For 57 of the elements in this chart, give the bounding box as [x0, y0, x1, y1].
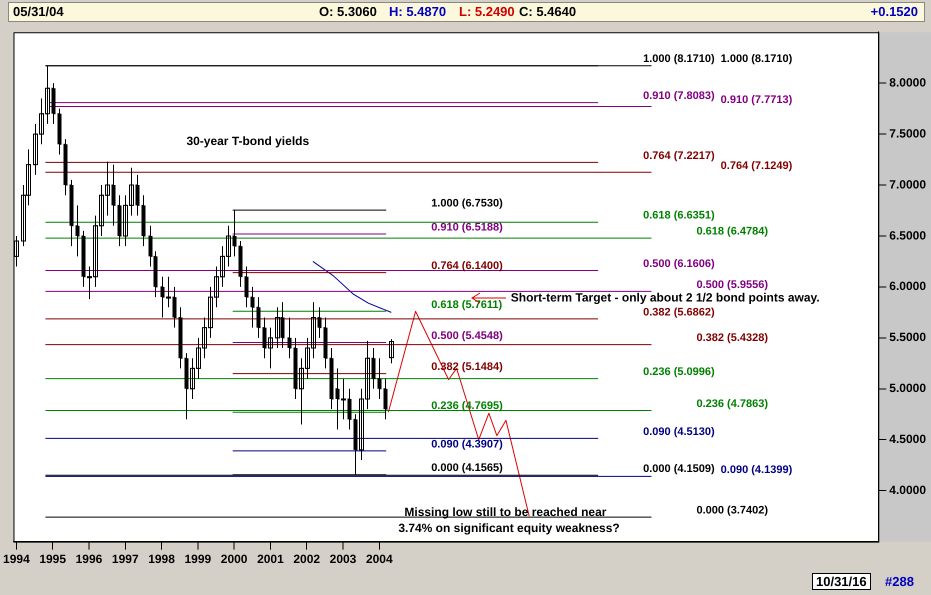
text: C: 5.4640	[519, 4, 576, 19]
text: 0.764 (7.2217)	[643, 150, 716, 162]
text: 0.236 (5.0996)	[643, 366, 716, 378]
y-tick-label: 4.0000	[889, 482, 926, 497]
text: 0.090 (4.3907)	[431, 438, 504, 450]
text: 0.382 (5.6862)	[643, 306, 716, 318]
annotation: Short-term Target - only about 2 1/2 bond points away.	[510, 290, 820, 304]
y-tick-label: 7.0000	[889, 177, 926, 192]
y-tick-label: 4.5000	[889, 432, 926, 446]
text: #288	[885, 574, 914, 589]
annotation: 3.74% on significant equity weakness?	[398, 521, 620, 536]
y-tick-label: 8.0000	[889, 75, 926, 90]
text: 0.500 (5.9556)	[696, 278, 768, 291]
text: 0.000 (4.1565)	[431, 462, 504, 474]
text: 0.000 (4.1509)	[643, 462, 716, 475]
annotation: Missing low still to be reached near	[404, 504, 607, 519]
text: H: 5.4870	[389, 4, 446, 19]
x-tick-label: 2000	[220, 552, 248, 566]
x-tick-label: 2004	[366, 552, 393, 566]
text: 0.382 (5.4328)	[696, 332, 768, 344]
text: 0.500 (5.4548)	[431, 330, 504, 342]
x-tick-label: 1999	[184, 552, 212, 566]
x-tick-label: 2002	[293, 552, 320, 566]
text: 1.000 (6.7530)	[431, 198, 504, 210]
text: 05/31/04	[13, 4, 64, 19]
y-tick-label: 5.5000	[889, 330, 926, 344]
text: L: 5.2490	[459, 4, 515, 19]
text: 0.764 (7.1249)	[720, 160, 793, 172]
text: 30-year T-bond yields	[186, 134, 310, 148]
x-tick-label: 1994	[3, 552, 30, 566]
x-tick-label: 1996	[76, 552, 103, 566]
x-tick-label: 2001	[257, 552, 284, 566]
text: 0.764 (6.1400)	[431, 260, 504, 272]
text: 0.000 (3.7402)	[696, 504, 768, 517]
text: 1.000 (8.1710)	[720, 53, 793, 66]
x-tick-label: 1995	[39, 552, 66, 566]
text: 10/31/16	[812, 573, 871, 590]
text: O: 5.3060	[319, 4, 377, 19]
text: 0.618 (5.7611)	[431, 298, 502, 311]
y-tick-label: 5.0000	[889, 381, 926, 396]
y-tick-label: 6.5000	[889, 228, 926, 242]
x-tick-label: 2003	[330, 552, 357, 566]
y-tick-label: 7.5000	[889, 126, 926, 140]
text: 0.910 (6.5188)	[431, 222, 504, 234]
text: 0.090 (4.5130)	[643, 426, 716, 438]
x-tick-label: 1997	[112, 552, 139, 566]
text: 0.910 (7.7713)	[720, 94, 793, 106]
text: 0.500 (6.1606)	[643, 258, 716, 270]
text: 0.618 (6.4784)	[696, 226, 768, 238]
y-tick-label: 6.0000	[889, 279, 926, 294]
text: 0.618 (6.6351)	[643, 210, 716, 222]
text: 1.000 (8.1710)	[643, 53, 716, 66]
x-tick-label: 1998	[148, 552, 176, 566]
text: +0.1520	[870, 4, 918, 19]
text: 0.236 (4.7863)	[696, 398, 768, 410]
text: 0.910 (7.8083)	[643, 90, 716, 102]
text: 0.090 (4.1399)	[720, 464, 793, 476]
